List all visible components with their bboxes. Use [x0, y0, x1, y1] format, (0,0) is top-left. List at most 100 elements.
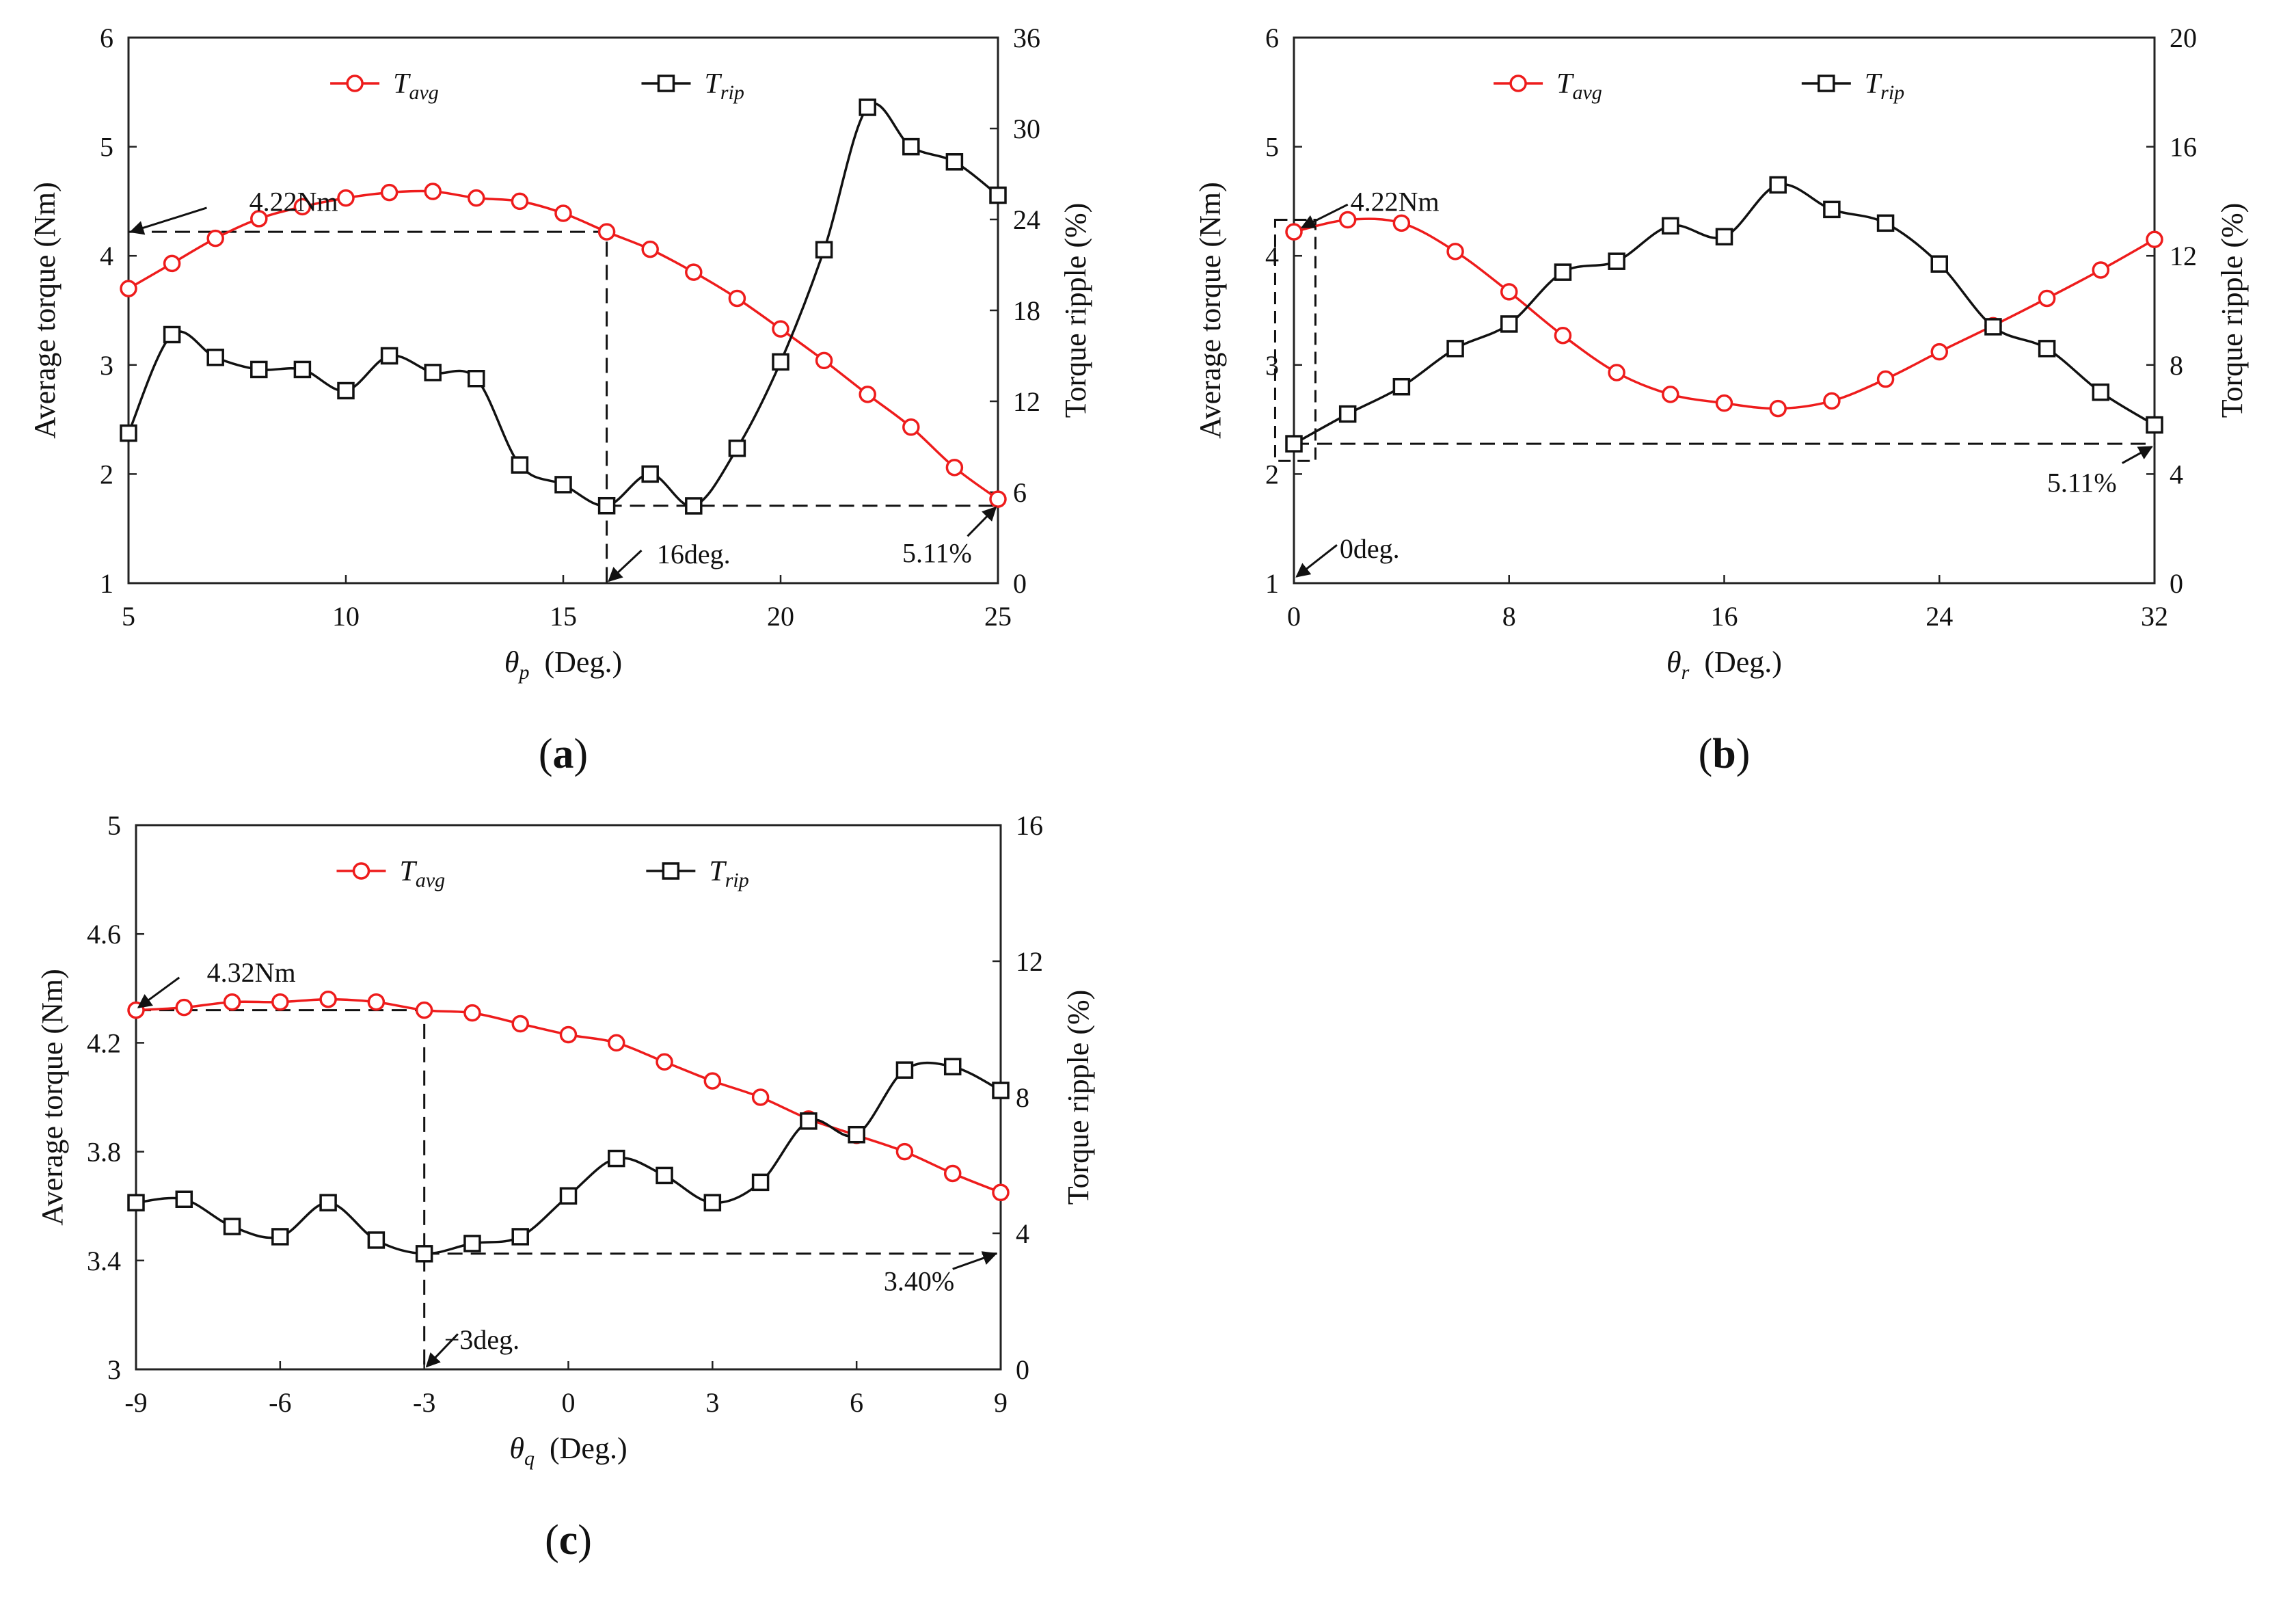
data-point-avg — [703, 1072, 722, 1090]
panel-label-letter: c — [559, 1517, 578, 1564]
x-tick-label: 32 — [2141, 601, 2168, 632]
data-point-avg — [992, 1183, 1010, 1202]
annotation-label: 5.11% — [902, 538, 972, 569]
legend-label-avg: Tavg — [393, 68, 439, 104]
legend-label-rip: Trip — [704, 68, 744, 104]
legend-label-subscript: rip — [1880, 81, 1904, 104]
legend-marker-avg — [1509, 75, 1527, 92]
data-point-avg — [511, 192, 529, 211]
data-point-rip — [703, 1194, 722, 1211]
legend-label-subscript: rip — [725, 869, 749, 891]
dashed-guide-line — [136, 1009, 426, 1369]
data-point-avg — [1608, 364, 1625, 381]
data-point-avg — [554, 204, 572, 222]
legend-marker-avg — [346, 75, 364, 92]
annotation-label: −3deg. — [444, 1324, 519, 1355]
data-point-rip — [859, 98, 876, 116]
data-point-avg — [1392, 214, 1411, 232]
y-left-tick-label: 3 — [107, 1354, 121, 1385]
data-point-avg — [2092, 261, 2110, 279]
data-point-rip — [641, 465, 659, 483]
data-point-rip — [293, 360, 312, 379]
data-point-rip — [337, 381, 355, 400]
y-left-tick-label: 3 — [100, 350, 113, 381]
data-point-avg — [1876, 370, 1895, 388]
data-point-rip — [945, 153, 964, 171]
annotation-label: 3.40% — [884, 1266, 954, 1297]
annotation-arrow — [1295, 543, 1338, 578]
data-point-rip — [1500, 315, 1518, 333]
plot-frame — [135, 824, 1002, 1371]
x-tick-label: -3 — [413, 1387, 435, 1418]
series-line-avg — [1293, 217, 2155, 410]
x-tick-label: 5 — [122, 601, 135, 632]
data-point-avg — [1285, 223, 1303, 241]
data-point-rip — [559, 1187, 578, 1205]
data-point-rip — [1608, 252, 1625, 270]
y-right-tick-label: 18 — [1013, 295, 1040, 326]
legend-marker-rip — [662, 862, 680, 880]
dashed-guide-line — [129, 230, 608, 583]
data-point-avg — [1930, 343, 1948, 361]
data-point-rip — [1554, 263, 1572, 281]
data-point-avg — [685, 263, 703, 281]
x-tick-label: 6 — [850, 1387, 863, 1418]
data-point-rip — [271, 1228, 289, 1246]
data-point-avg — [1500, 283, 1518, 301]
y-left-tick-label: 4 — [1265, 241, 1279, 271]
data-point-avg — [120, 280, 137, 297]
data-point-avg — [989, 490, 1007, 508]
data-point-rip — [848, 1125, 865, 1144]
data-point-rip — [120, 424, 137, 442]
x-axis-unit: (Deg.) — [1704, 645, 1782, 679]
data-point-avg — [163, 254, 181, 273]
data-point-rip — [902, 137, 920, 156]
data-point-avg — [175, 998, 193, 1017]
y-right-tick-label: 0 — [1016, 1354, 1029, 1385]
data-point-rip — [685, 497, 703, 515]
data-point-avg — [367, 993, 386, 1011]
legend-label-subscript: avg — [1572, 81, 1602, 104]
data-point-rip — [1446, 340, 1464, 358]
data-point-rip — [656, 1166, 673, 1185]
data-point-rip — [815, 241, 833, 259]
y-right-tick-label: 30 — [1013, 113, 1040, 144]
legend-label-base: T — [709, 856, 727, 887]
y-left-tick-label: 2 — [100, 459, 113, 489]
x-tick-label: 3 — [705, 1387, 719, 1418]
y-right-tick-label: 16 — [1016, 810, 1043, 841]
x-axis-unit: (Deg.) — [545, 645, 623, 679]
data-point-avg — [337, 189, 355, 207]
panel-label: (a) — [539, 731, 588, 777]
y-left-tick-label: 4.6 — [87, 919, 121, 950]
data-point-avg — [1823, 392, 1841, 410]
y-right-tick-label: 12 — [2170, 241, 2197, 271]
data-point-avg — [1446, 243, 1464, 260]
data-point-rip — [1930, 255, 1948, 273]
y-right-tick-label: 0 — [1013, 568, 1027, 599]
y-left-axis-title: Average torque (Nm) — [28, 182, 62, 438]
data-point-avg — [271, 993, 289, 1011]
y-left-axis-title: Average torque (Nm) — [1193, 182, 1227, 438]
data-point-rip — [554, 476, 572, 494]
x-tick-label: 20 — [767, 601, 794, 632]
y-left-tick-label: 4.2 — [87, 1028, 121, 1058]
annotation-label: 4.22Nm — [249, 186, 338, 217]
annotation-arrow — [2122, 446, 2153, 464]
annotation-arrow — [129, 206, 207, 235]
data-point-rip — [1769, 176, 1787, 194]
data-point-rip — [989, 186, 1007, 204]
data-point-rip — [1392, 377, 1411, 396]
data-point-rip — [250, 360, 268, 379]
data-point-rip — [1876, 214, 1895, 232]
data-point-rip — [511, 1228, 529, 1246]
data-point-avg — [1662, 386, 1679, 403]
panel-label: (b) — [1699, 731, 1751, 777]
y-right-axis-title: Torque ripple (%) — [1062, 990, 1095, 1205]
data-point-avg — [772, 320, 789, 338]
annotation-label: 4.22Nm — [1351, 186, 1440, 217]
data-point-rip — [175, 1190, 193, 1208]
y-left-tick-label: 5 — [100, 132, 113, 163]
data-point-avg — [1715, 394, 1733, 412]
data-point-rip — [127, 1194, 145, 1211]
